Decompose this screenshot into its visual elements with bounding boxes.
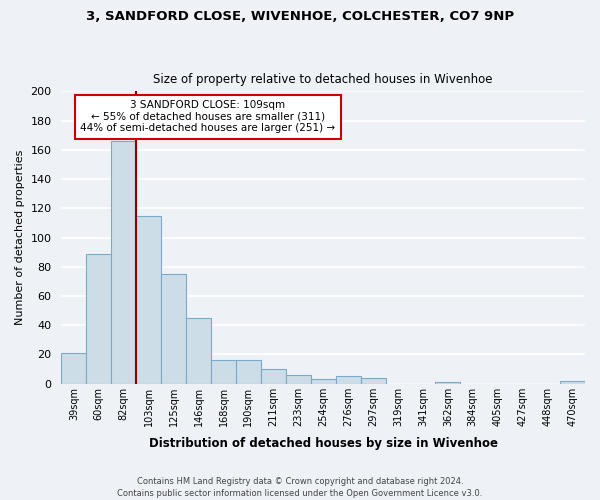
- Bar: [361, 378, 386, 384]
- Text: 3 SANDFORD CLOSE: 109sqm
← 55% of detached houses are smaller (311)
44% of semi-: 3 SANDFORD CLOSE: 109sqm ← 55% of detach…: [80, 100, 335, 134]
- Bar: [560, 381, 585, 384]
- Bar: [211, 360, 236, 384]
- Bar: [335, 376, 361, 384]
- X-axis label: Distribution of detached houses by size in Wivenhoe: Distribution of detached houses by size …: [149, 437, 498, 450]
- Bar: [286, 375, 311, 384]
- Bar: [61, 353, 86, 384]
- Bar: [86, 254, 111, 384]
- Bar: [436, 382, 460, 384]
- Text: 3, SANDFORD CLOSE, WIVENHOE, COLCHESTER, CO7 9NP: 3, SANDFORD CLOSE, WIVENHOE, COLCHESTER,…: [86, 10, 514, 23]
- Bar: [136, 216, 161, 384]
- Bar: [186, 318, 211, 384]
- Text: Contains HM Land Registry data © Crown copyright and database right 2024.
Contai: Contains HM Land Registry data © Crown c…: [118, 476, 482, 498]
- Title: Size of property relative to detached houses in Wivenhoe: Size of property relative to detached ho…: [154, 73, 493, 86]
- Bar: [311, 380, 335, 384]
- Bar: [111, 141, 136, 384]
- Bar: [261, 369, 286, 384]
- Y-axis label: Number of detached properties: Number of detached properties: [15, 150, 25, 325]
- Bar: [161, 274, 186, 384]
- Bar: [236, 360, 261, 384]
